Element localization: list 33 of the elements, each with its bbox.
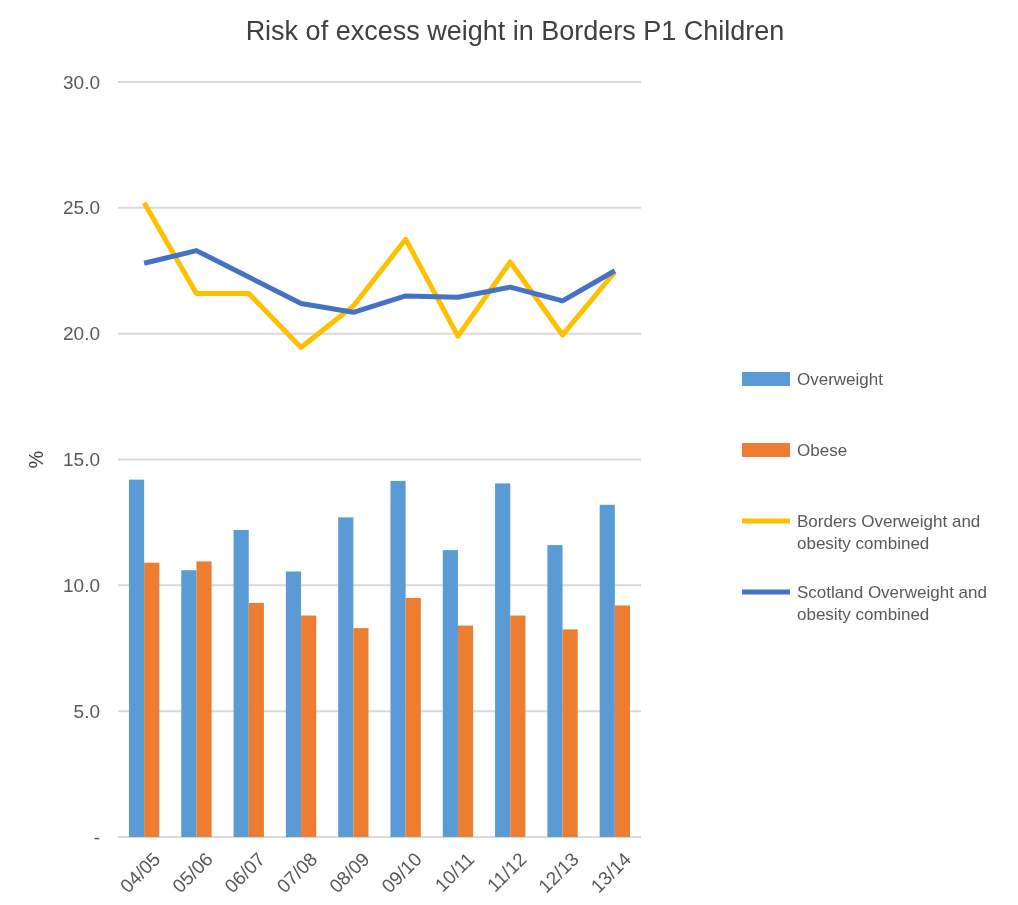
bar (614, 605, 631, 837)
legend-label: Scotland Overweight and obesity combined (797, 582, 987, 625)
bar (353, 628, 369, 837)
bar (301, 615, 317, 837)
y-axis-title: % (25, 450, 47, 469)
y-tick-label: 10.0 (63, 574, 100, 596)
bar (128, 479, 145, 837)
y-tick-label: 5.0 (73, 700, 100, 722)
bar (457, 625, 474, 837)
bar (442, 550, 458, 837)
bar (547, 545, 563, 837)
bar (562, 629, 578, 837)
bar (338, 517, 354, 837)
bar (181, 570, 197, 837)
bar (233, 529, 249, 837)
legend-label: Overweight (797, 369, 884, 389)
y-tick-label: 15.0 (63, 449, 100, 471)
bar (144, 562, 160, 837)
chart-title: Risk of excess weight in Borders P1 Children (245, 16, 785, 46)
legend-label: Obese (797, 440, 848, 460)
bar (599, 504, 615, 837)
bar (390, 480, 406, 837)
bar (405, 597, 421, 837)
bar (248, 602, 264, 837)
bar (510, 615, 526, 837)
y-tick-label: 20.0 (63, 323, 100, 345)
y-tick-label: 30.0 (63, 71, 100, 93)
y-tick-label: 25.0 (63, 197, 100, 219)
bar (285, 571, 302, 837)
y-tick-label: - (93, 826, 100, 848)
bar (495, 483, 511, 837)
legend-label: Borders Overweight and obesity combined (797, 511, 981, 554)
bar (196, 561, 212, 837)
